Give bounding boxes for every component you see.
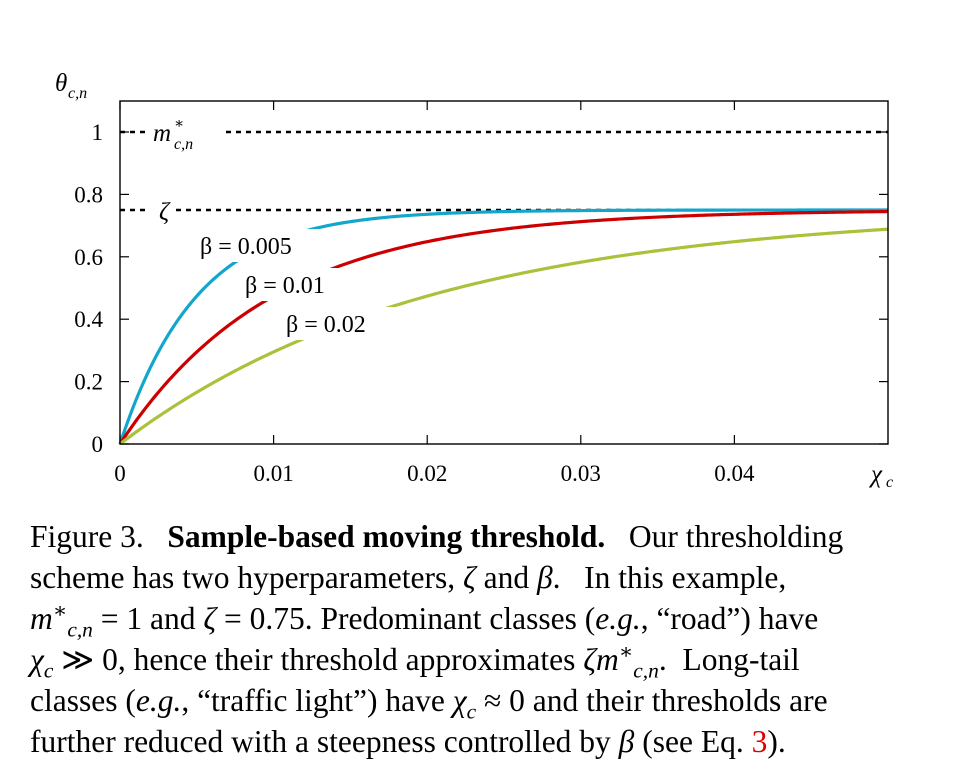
caption-math: = 0.75 bbox=[216, 601, 305, 636]
caption-line-3: m∗c,n = 1 and ζ = 0.75. Predominant clas… bbox=[30, 598, 819, 642]
series-curves: β = 0.005 β = 0.01 β = 0.02 bbox=[118, 208, 889, 446]
caption-line-6: further reduced with a steepness control… bbox=[30, 721, 960, 762]
caption-line-1: Figure 3. Sample-based moving threshold.… bbox=[30, 516, 960, 557]
eg-text: e.g. bbox=[595, 601, 641, 636]
y-tick-label: 0.4 bbox=[74, 307, 103, 332]
annotation-background bbox=[282, 307, 404, 340]
m-star-subscript: c,n bbox=[174, 136, 193, 153]
y-tick-label: 0.8 bbox=[74, 182, 103, 207]
caption-line-2: scheme has two hyperparameters, ζ and β.… bbox=[30, 557, 960, 598]
caption-text: , “traffic light”) have bbox=[181, 683, 453, 718]
y-tick-label: 1 bbox=[92, 120, 104, 145]
caption-text: . Predominant classes ( bbox=[304, 601, 596, 636]
caption-text: classes ( bbox=[30, 683, 136, 718]
eg-text: e.g. bbox=[135, 683, 182, 718]
caption-text: (see Eq. bbox=[634, 724, 752, 759]
series-annotation: β = 0.02 bbox=[286, 312, 366, 338]
caption-text: further reduced with a steepness control… bbox=[30, 724, 619, 759]
caption-text: , “road”) have bbox=[640, 601, 819, 636]
caption-text: scheme has two hyperparameters, bbox=[30, 560, 456, 595]
x-axis-label: χ bbox=[869, 461, 883, 488]
figure-caption: Figure 3. Sample-based moving threshold.… bbox=[30, 516, 960, 762]
subscript: c bbox=[43, 658, 54, 683]
x-tick-label: 0.02 bbox=[407, 461, 447, 486]
caption-text: and bbox=[150, 601, 196, 636]
x-tick-label: 0 bbox=[114, 461, 126, 486]
zeta-symbol: ζ bbox=[203, 601, 217, 636]
y-axis-label: θ bbox=[55, 70, 67, 97]
chi-symbol: χ bbox=[30, 642, 44, 677]
zeta-label: ζ bbox=[159, 199, 171, 226]
threshold-chart: β = 0.005 β = 0.01 β = 0.02 0 0.01 0.02 0.03 0… bbox=[55, 70, 893, 491]
reference-lines bbox=[120, 130, 888, 212]
caption-text: , hence their threshold approximates bbox=[117, 642, 584, 677]
caption-title: Sample-based moving threshold. bbox=[167, 519, 606, 554]
caption-math: ≈ 0 bbox=[476, 683, 525, 718]
x-tick-label: 0.01 bbox=[253, 461, 293, 486]
annotation-background bbox=[241, 268, 363, 301]
x-axis-label-subscript: c bbox=[886, 474, 893, 491]
caption-math: = 1 bbox=[92, 601, 151, 636]
caption-text: ). bbox=[767, 724, 786, 759]
caption-text: . In this example, bbox=[552, 560, 787, 595]
y-axis-label-subscript: c,n bbox=[68, 85, 87, 102]
caption-math: ≫ 0 bbox=[53, 642, 118, 677]
y-tick-label: 0 bbox=[92, 432, 104, 457]
caption-text: Our thresholding bbox=[628, 519, 844, 554]
m-symbol: m bbox=[30, 601, 53, 636]
caption-line-5: classes (e.g., “traffic light”) have χc … bbox=[30, 680, 960, 724]
chart-ticks bbox=[119, 101, 888, 445]
subscript: c,n bbox=[67, 617, 93, 642]
series-line-beta_002 bbox=[119, 227, 889, 446]
annotation-background bbox=[196, 229, 334, 262]
plot-frame bbox=[119, 100, 889, 445]
series-line-beta_001 bbox=[118, 209, 889, 445]
y-tick-label: 0.2 bbox=[74, 370, 103, 395]
m-star-label: m bbox=[153, 120, 171, 147]
beta-symbol: β bbox=[536, 560, 553, 595]
beta-symbol: β bbox=[618, 724, 635, 759]
x-tick-label: 0.04 bbox=[714, 461, 755, 486]
zeta-symbol: ζ bbox=[462, 560, 476, 595]
y-tick-label: 0.6 bbox=[74, 245, 103, 270]
series-annotation: β = 0.01 bbox=[245, 273, 325, 299]
series-annotation: β = 0.005 bbox=[200, 234, 292, 260]
caption-text: . Long-tail bbox=[658, 642, 800, 677]
chi-symbol: χ bbox=[452, 683, 467, 718]
figure-label: Figure 3. bbox=[30, 519, 144, 554]
caption-line-4: χc ≫ 0, hence their threshold approximat… bbox=[30, 639, 800, 683]
m-star-superscript: ∗ bbox=[174, 116, 184, 132]
equation-reference-link[interactable]: 3 bbox=[751, 724, 768, 759]
subscript: c,n bbox=[633, 658, 659, 683]
subscript: c bbox=[466, 699, 477, 724]
x-tick-label: 0.03 bbox=[561, 461, 601, 486]
caption-text: and bbox=[483, 560, 530, 595]
caption-text: and their thresholds are bbox=[524, 683, 828, 718]
zeta-m-symbol: ζm bbox=[583, 642, 619, 677]
